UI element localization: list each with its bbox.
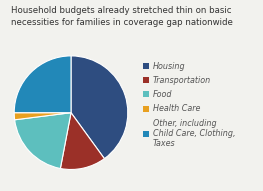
Wedge shape [14,56,71,113]
Wedge shape [14,113,71,120]
Legend: Housing, Transportation, Food, Health Care, Other, including
Child Care, Clothin: Housing, Transportation, Food, Health Ca… [143,62,235,148]
Wedge shape [15,113,71,168]
Text: Household budgets already stretched thin on basic
necessities for families in co: Household budgets already stretched thin… [11,6,232,27]
Wedge shape [71,56,128,159]
Wedge shape [60,113,104,169]
